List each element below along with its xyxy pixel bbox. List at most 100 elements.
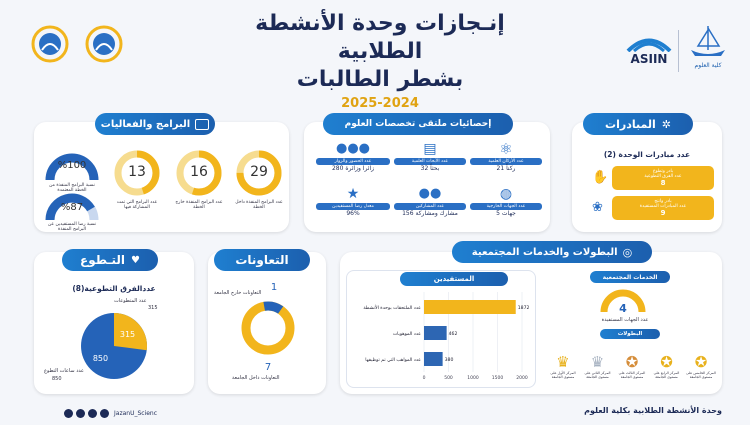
beneficiaries-panel — [346, 270, 536, 388]
medal-icon: ✪ — [694, 352, 708, 371]
trophy-icon: ♛ — [556, 352, 570, 371]
social-handle: JazanU_Scienc — [114, 409, 158, 417]
research-icon: ▤ — [423, 141, 437, 157]
stat-item: ▤ عدد الأبحاث العلمية 32 بحثاً — [394, 140, 466, 172]
activity-logo-icon — [31, 25, 69, 63]
bar — [424, 352, 443, 366]
data-label: 462 — [449, 331, 458, 337]
logo-left-2 — [84, 24, 124, 64]
social-bar: JazanU_Scienc — [64, 407, 157, 419]
hours-value: 850 — [52, 376, 62, 382]
trophy-item: ✪ المركز الخامس على مستوى الجامعة — [686, 352, 716, 379]
volunteer-pie: 315 850 — [81, 313, 147, 379]
plant-icon: ❀ — [592, 200, 603, 215]
pie-label-female: 315 — [120, 330, 135, 339]
asiin-logo: ASIIN — [624, 34, 674, 68]
data-label: 1872 — [518, 305, 530, 311]
page-title: إنـجازات وحدة الأنشطة الطلابية بشطر الطا… — [230, 10, 530, 111]
pct-value: %100 — [57, 160, 87, 171]
championships-title: البطولات والخدمات المجتمعية ◎ — [452, 241, 652, 263]
pct-ring-2: %87 نسبة رضا المستفيدين عن البرامج المنف… — [44, 188, 100, 233]
stats-card — [304, 122, 550, 232]
stats-grid: ⚛ عدد الأركان العلمية 21 ركناً ▤ عدد الأ… — [312, 140, 544, 230]
programs-card — [34, 122, 289, 232]
email-icon[interactable] — [64, 408, 73, 418]
trophy-item: ✪ المركز الثالث على مستوى الجامعة — [618, 352, 646, 379]
trophy-icon: ♛ — [590, 352, 605, 371]
community-label: عدد الجهات المستفيدة — [601, 317, 649, 323]
stat-item: ●● عدد المشاركين 156 مشارك ومشاركة — [394, 185, 466, 217]
outside-value: 1 — [270, 282, 278, 293]
ring-value: 29 — [250, 164, 268, 180]
trophy-item: ♛ المركز الثاني على مستوى الجامعة — [584, 352, 611, 379]
volunteer-teams: عددالفرق التطوعية(8) — [72, 284, 156, 293]
facebook-icon[interactable] — [76, 408, 85, 418]
footer-unit: وحدة الأنشطة الطلابية بكلية العلوم — [584, 406, 722, 415]
instagram-icon[interactable] — [88, 408, 97, 418]
cooperation-title: التعاونات — [214, 249, 310, 271]
data-label: 380 — [445, 357, 454, 363]
divider — [678, 30, 679, 72]
stat-item: ★ معدل رضا المستفيدين 96% — [316, 185, 390, 217]
cooperation-ring — [241, 301, 295, 355]
volunteer-icon: ♥ — [131, 254, 140, 266]
initiative-item-2: بادر وانتج عدد المبادرات المستفيدة 9 — [612, 196, 714, 220]
initiatives-title: المبادرات ✲ — [583, 113, 693, 135]
ring-label: عدد البرامج المنفذة خارج الخطة — [175, 200, 223, 211]
x-tick-label: 2000 — [516, 375, 528, 381]
medal-icon: ✪ — [625, 352, 639, 371]
bar — [424, 326, 447, 340]
category-label: عدد المواهب التي تم توظيفها — [365, 358, 421, 363]
cooperation-card — [208, 252, 326, 394]
volunteer-title: التـطوع ♥ — [62, 249, 158, 271]
initiatives-count: عدد مبادرات الوحدة (2) — [603, 150, 691, 159]
pct-label: نسبة البرامج المنفذة من الخطة المعتمدة — [49, 183, 95, 194]
x-tick-label: 1500 — [492, 375, 504, 381]
inside-value: 7 — [264, 362, 272, 373]
ring-value: 16 — [190, 164, 208, 180]
ring-value: 13 — [128, 164, 146, 180]
medal-icon: ✪ — [660, 352, 673, 371]
hand-icon: ✋ — [592, 170, 609, 185]
trophies-row: ♛ المركز الأول على مستوى الجامعة ♛ المرك… — [548, 346, 716, 386]
x-tick-label: 1000 — [467, 375, 479, 381]
stat-item: ◍ عدد الجهات الخارجية 5 جهات — [470, 185, 542, 217]
ship-logo-icon — [691, 26, 725, 56]
asiin-arc-icon — [626, 38, 672, 52]
community-gauge — [600, 289, 646, 313]
category-label: عدد الملتحقات بوحدة الأنشطة — [363, 304, 421, 311]
visitors-icon: ●●● — [335, 141, 371, 156]
pct-ring-1: %100 نسبة البرامج المنفذة من الخطة المعت… — [44, 142, 100, 194]
program-ring-1: 29 عدد البرامج المنفذة داخل الخطة — [234, 148, 284, 211]
globe-icon: ◍ — [499, 186, 513, 202]
logo-left-1 — [30, 24, 70, 64]
board-icon — [195, 118, 210, 130]
x-icon[interactable] — [100, 408, 109, 418]
bar — [424, 300, 516, 314]
category-label: عدد الموهوبات — [393, 332, 421, 337]
globe-hands-icon: ◎ — [622, 245, 633, 259]
female-value: 315 — [148, 305, 158, 311]
network-icon: ✲ — [661, 117, 671, 131]
program-ring-3: 13 عدد البرامج التي تمت المشاركة فيها — [110, 148, 164, 211]
inside-label: التعاونات داخل الجامعة — [232, 375, 280, 381]
pie-slice-female — [114, 313, 147, 351]
community-value: 4 — [619, 302, 627, 315]
trophy-item: ✪ المركز الرابع على مستوى الجامعة — [652, 353, 682, 379]
community-title: الخدمات المجتمعية — [590, 271, 670, 283]
title-line-1: إنـجازات وحدة الأنشطة الطلابية — [255, 11, 505, 64]
beneficiaries-bar-chart: 0 500 1000 1500 2000 عدد الملتحقات بوحدة الأن… — [363, 292, 530, 381]
participants-icon: ●● — [418, 186, 442, 201]
hours-label: عدد ساعات التطوع — [44, 368, 85, 374]
year-label: 2025-2024 — [341, 96, 419, 111]
initiative-item-1: بادر وتطوع عدد الفرق التطوعية 8 — [612, 166, 714, 190]
female-label: عدد المتطوعات — [114, 298, 147, 304]
x-tick-label: 500 — [444, 375, 453, 381]
stats-title: إحصائيات ملتقى تخصصات العلوم — [323, 113, 513, 135]
star-icon: ★ — [346, 186, 360, 202]
title-line-2: بشطر الطالبات — [296, 67, 464, 92]
beneficiaries-title: المستفيدين — [400, 272, 508, 286]
trophy-item: ♛ المركز الأول على مستوى الجامعة — [548, 353, 578, 379]
x-tick-label: 0 — [423, 375, 426, 381]
activity-logo-icon — [85, 25, 123, 63]
